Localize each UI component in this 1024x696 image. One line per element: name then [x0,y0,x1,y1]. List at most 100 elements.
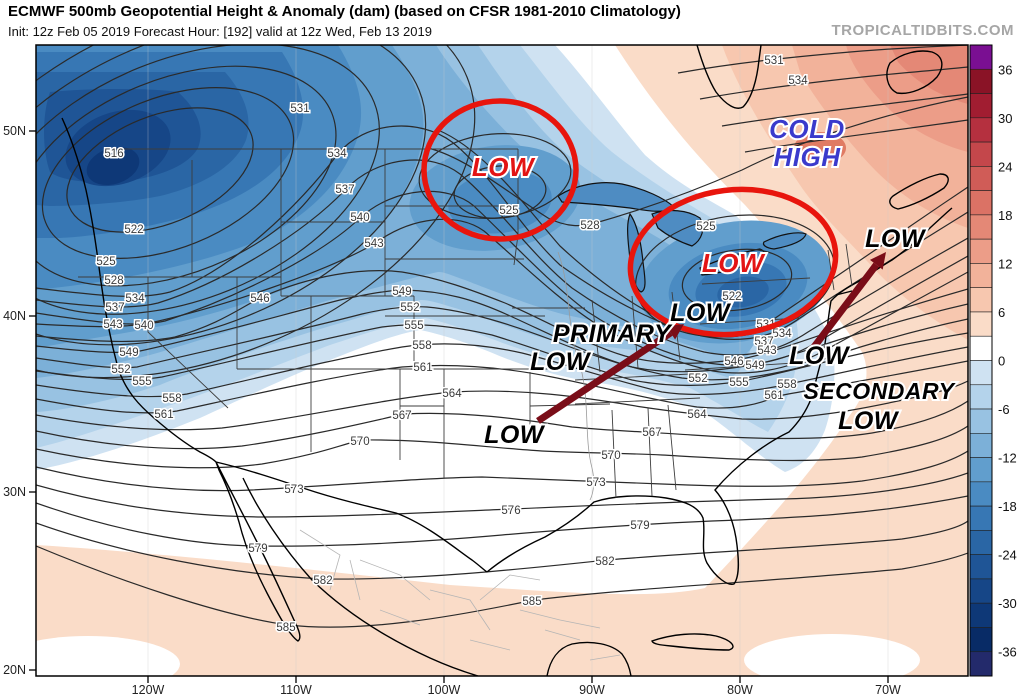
contour-label-543: 543 [757,345,776,357]
lat-label-50N: 50N [3,124,26,138]
colorbar-segment-24 [969,627,993,653]
watermark: TROPICALTIDBITS.COM [831,22,1014,39]
contour-label-534: 534 [788,75,808,87]
contour-label-537: 537 [754,336,773,348]
lat-label-40N: 40N [3,309,26,323]
contour-label-549: 549 [119,347,138,359]
annotation-low-0: LOW [472,152,536,182]
colorbar-segment-2 [969,93,993,119]
colorbar-segment-9 [969,263,993,288]
contour-label-573: 573 [586,477,605,489]
colorbar-tick-6: 6 [998,305,1005,320]
contour-label-585: 585 [276,622,295,634]
contour-label-525: 525 [696,221,715,233]
annotation-low-4: LOW [865,225,927,253]
colorbar-frame [969,44,993,677]
colorbar-segment-5 [969,166,993,191]
state-borders [78,148,853,499]
contour-label-555: 555 [132,376,151,388]
annotation-primary-6: PRIMARY [553,320,673,348]
contour-label-570: 570 [350,436,369,448]
colorbar-tick-0: 0 [998,354,1005,369]
chart-title: ECMWF 500mb Geopotential Height & Anomal… [8,3,681,20]
colorbar-segment-12 [969,335,993,361]
contour-label-564: 564 [687,409,707,421]
contour-label-576: 576 [501,505,520,517]
contour-label-585: 585 [522,596,541,608]
contour-label-525: 525 [499,205,518,217]
colorbar-segment-1 [969,68,993,94]
colorbar-tick--18: -18 [998,499,1017,514]
colorbar-tick--30: -30 [998,596,1017,611]
contour-label-564: 564 [442,388,462,400]
contour-label-528: 528 [104,275,123,287]
contour-label-549: 549 [745,360,764,372]
contour-label-543: 543 [364,238,383,250]
contour-label-561: 561 [413,362,432,374]
colorbar-segment-14 [969,384,993,410]
map-frame [35,44,969,677]
contour-label-582: 582 [313,575,332,587]
annotation-high-3: HIGH [774,142,842,172]
contour-label-567: 567 [392,410,411,422]
colorbar-tick-30: 30 [998,111,1012,126]
colorbar-segment-10 [969,287,993,313]
contour-label-540: 540 [134,320,153,332]
contour-label-570: 570 [601,450,620,462]
contour-label-552: 552 [400,302,419,314]
arrow-shaft-1 [536,329,673,424]
lon-label-80W: 80W [727,683,753,696]
colorbar-tick--12: -12 [998,451,1017,466]
contour-labels: 5165225225255255255285285315315315345345… [95,54,810,636]
contour-label-555: 555 [404,320,423,332]
colorbar-segment-0 [969,44,993,70]
contour-label-573: 573 [284,484,303,496]
contour-label-534: 534 [772,328,792,340]
lon-label-70W: 70W [875,683,901,696]
colorbar-tick--36: -36 [998,645,1017,660]
colorbar-segment-17 [969,457,993,483]
contour-label-561: 561 [154,409,173,421]
colorbar-segment-21 [969,554,993,580]
contour-label-543: 543 [103,319,122,331]
annotation-secondary-10: SECONDARY [803,378,956,404]
mexico-state-borders [299,529,621,661]
contour-label-579: 579 [248,543,267,555]
arrow-head-2 [869,252,886,270]
contour-label-540: 540 [350,212,369,224]
annotation-low-7: LOW [530,348,592,376]
lat-label-30N: 30N [3,485,26,499]
annotation-cold-2: COLD [769,114,845,144]
colorbar-segment-23 [969,602,993,628]
contour-label-555: 555 [729,377,748,389]
contour-label-516: 516 [104,148,123,160]
colorbar-segment-8 [969,238,993,264]
colorbar-segment-18 [969,481,993,507]
contour-label-522: 522 [722,291,741,303]
colorbar-segment-22 [969,578,993,604]
contour-label-531: 531 [764,55,783,67]
arrow-shaft-2 [811,262,880,350]
annotation-low-9: LOW [789,342,851,370]
lat-label-20N: 20N [3,663,26,677]
contour-label-552: 552 [111,364,130,376]
colorbar-segment-6 [969,190,993,216]
colorbar-segment-20 [969,530,993,555]
colorbar-tick--6: -6 [998,402,1010,417]
lon-label-120W: 120W [132,683,165,696]
contour-label-546: 546 [250,293,269,305]
annotation-low-5: LOW [670,299,732,327]
colorbar-segment-15 [969,408,993,434]
colorbar: 36 30 24 18 12 6 0 -6 -12 -18 -24 -30 -36 [969,44,1017,677]
colorbar-tick-18: 18 [998,208,1012,223]
colorbar-segment-11 [969,311,993,337]
contour-label-567: 567 [642,427,661,439]
contour-label-558: 558 [162,393,181,405]
contour-label-549: 549 [392,286,411,298]
annotation-layer: LOWLOWCOLDHIGHLOWLOWPRIMARYLOWLOWLOWSECO… [421,98,958,451]
annotation-low-8: LOW [484,421,546,449]
colorbar-tick-36: 36 [998,62,1012,77]
contour-label-522: 522 [124,224,143,236]
